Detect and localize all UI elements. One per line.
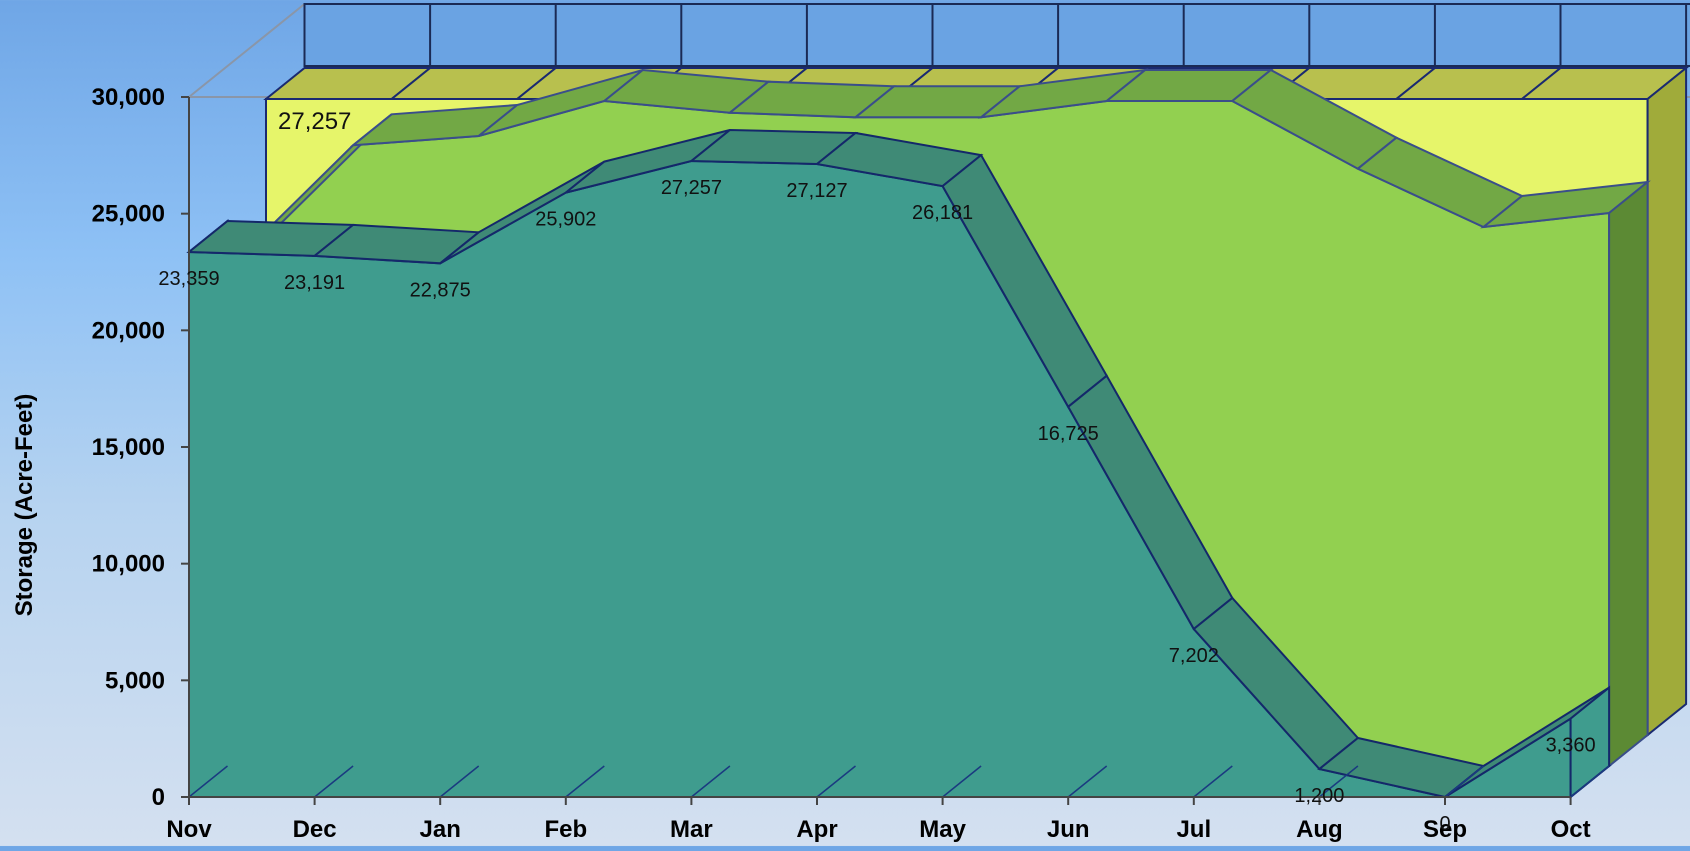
data-label: 22,875	[410, 279, 471, 301]
x-tick-label: Apr	[796, 816, 837, 843]
y-tick-label: 10,000	[92, 551, 165, 578]
capacity-annotation: 27,257	[278, 108, 351, 135]
data-label: 0	[1439, 813, 1450, 835]
x-tick-label: Nov	[166, 816, 212, 843]
data-label: 1,200	[1294, 785, 1344, 807]
y-axis-title: Storage (Acre-Feet)	[11, 394, 38, 617]
data-label: 27,257	[661, 177, 722, 199]
data-label: 25,902	[535, 209, 596, 231]
data-label: 7,202	[1169, 645, 1219, 667]
back-wall-top	[305, 4, 1690, 66]
data-label: 23,191	[284, 272, 345, 294]
y-tick-label: 25,000	[92, 201, 165, 228]
data-label: 3,360	[1546, 735, 1596, 757]
data-label: 16,725	[1038, 423, 1099, 445]
x-tick-label: Aug	[1296, 816, 1343, 843]
x-tick-label: Dec	[293, 816, 337, 843]
x-tick-label: Jul	[1176, 816, 1211, 843]
x-tick-label: Jun	[1047, 816, 1090, 843]
data-label: 23,359	[158, 268, 219, 290]
x-tick-label: Mar	[670, 816, 713, 843]
data-label: 27,127	[786, 180, 847, 202]
y-tick-label: 5,000	[105, 667, 165, 694]
x-tick-label: Jan	[420, 816, 461, 843]
y-tick-label: 30,000	[92, 84, 165, 111]
x-tick-label: May	[919, 816, 966, 843]
data-label: 26,181	[912, 202, 973, 224]
upper-side-face	[1609, 182, 1648, 766]
x-tick-label: Feb	[544, 816, 587, 843]
y-tick-label: 15,000	[92, 434, 165, 461]
y-tick-label: 0	[152, 784, 165, 811]
y-tick-label: 20,000	[92, 317, 165, 344]
x-tick-label: Oct	[1551, 816, 1591, 843]
capacity-side-face	[1648, 68, 1687, 735]
